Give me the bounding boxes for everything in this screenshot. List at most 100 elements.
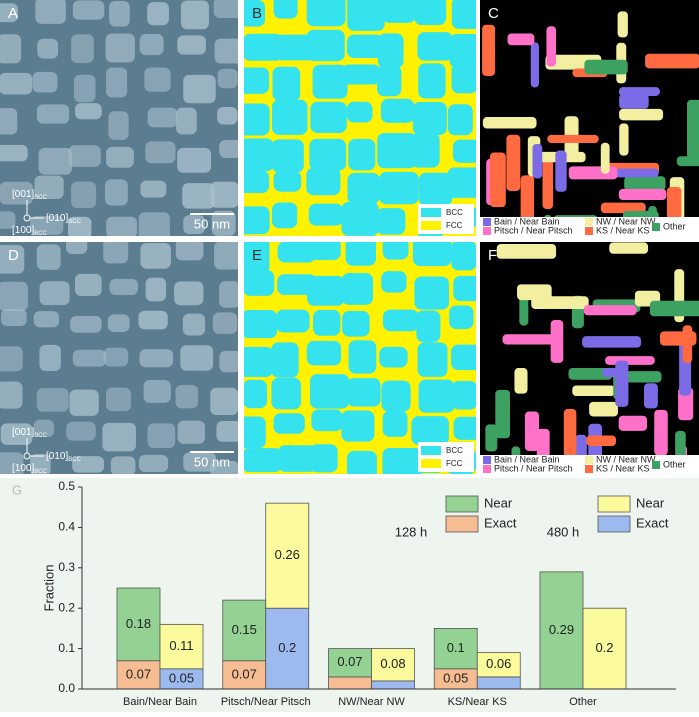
data-label: 0.18	[126, 616, 151, 631]
legend-label: Exact	[484, 515, 517, 530]
direction-sub: BCC	[34, 231, 47, 237]
bcc-region	[307, 30, 345, 61]
bcc-region	[349, 340, 377, 373]
precipitate	[111, 456, 136, 475]
bcc-region	[411, 416, 448, 445]
direction: [010]	[46, 213, 68, 224]
bcc-region	[271, 342, 298, 377]
bcc-region	[411, 133, 439, 168]
precipitate	[73, 0, 104, 19]
x-tick-label: KS/Near KS	[448, 696, 507, 708]
bcc-region	[451, 241, 476, 271]
direction: [001]	[12, 427, 34, 438]
variant-region	[569, 166, 618, 179]
variant-region	[495, 390, 510, 438]
y-tick-label: 0.5	[58, 479, 75, 493]
precipitate	[40, 281, 70, 305]
data-label: 0.2	[595, 640, 613, 655]
precipitate	[210, 388, 238, 415]
legend-swatch	[598, 496, 630, 512]
variant-region	[517, 284, 552, 300]
variant-region	[482, 25, 495, 76]
bcc-region	[449, 305, 473, 329]
bar-segment	[477, 677, 520, 689]
panel: A50 nm[001]BCC[010]BCC[100]BCC	[0, 0, 248, 242]
precipitate	[74, 75, 96, 102]
legend-swatch	[483, 465, 491, 473]
legend-group: 128 h	[395, 524, 428, 539]
variant-region	[503, 334, 555, 344]
bcc-region	[452, 381, 478, 410]
precipitate	[178, 421, 205, 444]
variant-region	[624, 176, 665, 190]
precipitate	[34, 311, 59, 327]
legend-swatch	[421, 208, 441, 217]
bcc-region	[272, 203, 297, 229]
y-axis-label: Fraction	[41, 565, 56, 612]
y-tick-label: 0.1	[58, 641, 75, 655]
precipitate	[176, 385, 199, 408]
variant-region	[619, 416, 647, 431]
legend-swatch	[421, 446, 441, 455]
precipitate	[217, 107, 237, 125]
variant-region	[645, 54, 699, 69]
precipitate	[0, 145, 28, 162]
variant-region	[521, 175, 534, 220]
bcc-region	[383, 310, 419, 332]
precipitate	[140, 243, 171, 269]
bar-segment	[372, 681, 415, 689]
bcc-region	[342, 273, 373, 305]
variant-region	[687, 100, 699, 159]
variant-region	[667, 187, 682, 219]
precipitate	[37, 388, 69, 412]
bcc-region	[313, 310, 340, 336]
data-label: 0.07	[337, 654, 362, 669]
x-tick-label: NW/Near NW	[338, 696, 405, 708]
precipitate	[71, 34, 94, 63]
legend-swatch	[652, 461, 660, 469]
precipitate	[109, 279, 138, 295]
precipitate	[0, 346, 23, 371]
precipitate	[144, 380, 171, 403]
bcc-region	[414, 0, 446, 25]
precipitate	[180, 345, 213, 370]
variant-region	[531, 42, 539, 87]
precipitate	[177, 148, 211, 173]
data-label: 0.06	[486, 656, 511, 671]
bcc-region	[448, 104, 473, 135]
variant-region	[586, 435, 616, 446]
bcc-region	[242, 448, 282, 472]
bcc-region	[381, 271, 406, 293]
precipitate	[176, 239, 204, 261]
variant-region	[497, 244, 556, 259]
precipitate	[73, 350, 106, 367]
data-label: 0.05	[443, 670, 468, 685]
bcc-region	[414, 276, 449, 309]
precipitate	[183, 75, 215, 103]
legend-label: Other	[663, 459, 686, 469]
variant-region	[601, 143, 610, 174]
precipitate	[176, 108, 197, 135]
variant-region	[572, 386, 615, 397]
precipitate	[71, 182, 96, 209]
bcc-region	[417, 32, 452, 61]
bcc-region	[311, 410, 342, 432]
bcc-region	[347, 0, 385, 31]
precipitate	[218, 69, 238, 88]
precipitate	[108, 111, 128, 140]
bcc-region	[342, 64, 381, 84]
precipitate	[75, 274, 102, 296]
bcc-region	[378, 33, 404, 68]
y-tick-label: 0.4	[58, 520, 75, 534]
variant-region	[490, 153, 506, 208]
bcc-region	[382, 0, 415, 23]
precipitate	[139, 455, 168, 472]
x-tick-label: Bain/Near Bain	[123, 696, 197, 708]
bcc-region	[309, 204, 343, 226]
bcc-region	[347, 378, 380, 407]
y-tick-label: 0.2	[58, 600, 75, 614]
y-tick-label: 0.3	[58, 560, 75, 574]
